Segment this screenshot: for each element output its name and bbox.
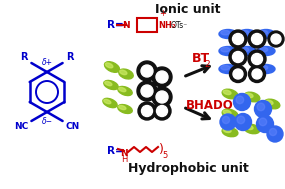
Ellipse shape [238,29,256,39]
Circle shape [268,31,284,47]
Ellipse shape [221,30,230,35]
Ellipse shape [119,69,133,79]
Text: 2: 2 [204,60,210,69]
Text: ): ) [159,143,164,156]
Ellipse shape [219,29,237,39]
Ellipse shape [119,88,126,92]
Circle shape [220,114,236,130]
Ellipse shape [222,89,238,99]
Circle shape [233,51,243,63]
Circle shape [233,33,243,44]
Ellipse shape [118,105,132,113]
Text: +: + [159,9,166,18]
Ellipse shape [223,128,231,132]
Ellipse shape [120,70,127,75]
Circle shape [233,69,243,79]
Circle shape [137,61,157,81]
Circle shape [249,66,266,83]
Ellipse shape [259,47,268,52]
Ellipse shape [105,81,112,86]
Circle shape [267,126,283,142]
Ellipse shape [245,93,253,98]
Ellipse shape [259,65,268,70]
Circle shape [141,65,153,77]
Ellipse shape [257,29,275,39]
Ellipse shape [257,64,275,74]
Text: Hydrophobic unit: Hydrophobic unit [128,162,248,175]
Circle shape [153,102,171,120]
Circle shape [259,118,267,126]
Text: OTs⁻: OTs⁻ [171,22,188,30]
Circle shape [141,85,153,97]
Ellipse shape [222,127,238,137]
Circle shape [229,66,247,83]
Text: NC: NC [14,122,28,131]
Ellipse shape [259,30,268,35]
Text: BT: BT [192,52,210,65]
Text: BHADQ: BHADQ [186,98,234,111]
Ellipse shape [104,99,111,104]
Circle shape [229,48,247,66]
Text: δ+: δ+ [42,58,52,67]
Ellipse shape [221,65,230,70]
Text: N: N [122,20,130,29]
Circle shape [236,96,244,104]
Ellipse shape [240,30,249,35]
Circle shape [235,114,251,130]
Circle shape [255,101,272,118]
Text: Ionic unit: Ionic unit [155,3,221,16]
Ellipse shape [223,90,231,94]
Circle shape [248,50,266,68]
Ellipse shape [119,105,126,110]
Ellipse shape [245,125,253,129]
Circle shape [156,91,168,103]
Circle shape [152,87,172,107]
Ellipse shape [105,62,119,72]
Circle shape [233,94,251,111]
Text: NH₂: NH₂ [158,20,176,29]
Ellipse shape [219,46,237,56]
Text: CN: CN [66,122,80,131]
Circle shape [251,33,262,44]
Circle shape [257,103,265,111]
Circle shape [152,67,172,87]
Ellipse shape [240,47,249,52]
Text: N: N [120,149,128,159]
Ellipse shape [118,86,132,96]
Ellipse shape [221,47,230,52]
Ellipse shape [105,63,113,68]
Ellipse shape [223,110,231,115]
Ellipse shape [104,81,118,90]
Ellipse shape [257,46,275,56]
Ellipse shape [244,92,260,102]
Ellipse shape [264,99,280,109]
Circle shape [229,30,247,48]
Circle shape [248,30,266,48]
Circle shape [222,116,230,124]
Text: R: R [67,52,74,62]
Circle shape [252,69,262,79]
Circle shape [256,115,274,132]
Text: 5: 5 [162,150,167,160]
Circle shape [269,128,277,136]
Circle shape [141,105,152,116]
Text: δ−: δ− [42,117,52,126]
Ellipse shape [103,98,117,108]
Circle shape [237,116,245,124]
Ellipse shape [265,100,273,105]
Text: R=: R= [107,146,124,156]
Circle shape [156,71,168,83]
Circle shape [137,81,157,101]
Ellipse shape [238,46,256,56]
Ellipse shape [244,124,260,134]
Circle shape [251,53,262,64]
Circle shape [138,102,156,120]
Circle shape [271,34,281,44]
Text: R: R [20,52,27,62]
Ellipse shape [219,64,237,74]
Ellipse shape [222,109,238,119]
Circle shape [156,105,168,116]
Text: R=: R= [107,20,124,30]
Text: H: H [121,156,127,164]
